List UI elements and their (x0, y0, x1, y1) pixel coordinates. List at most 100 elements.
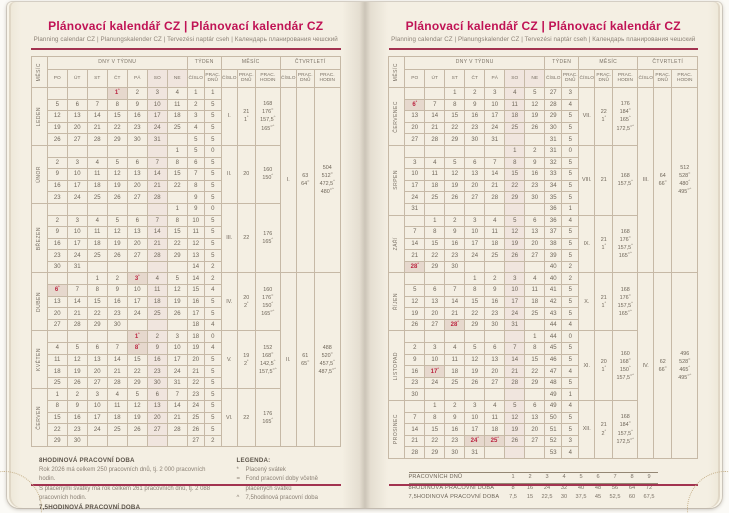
day-cell (106, 144, 128, 158)
day-cell: 17 (464, 423, 486, 436)
month-name-label: BŘEZEN (35, 226, 42, 250)
day-cell (166, 191, 188, 204)
day-cell: 31 (464, 446, 486, 459)
header-groups-row: MĚSÍC DNY V TÝDNU TÝDEN MĚSÍC ČTVRTLETÍ (388, 55, 699, 88)
day-column-header: ÚT (424, 68, 446, 88)
day-cell: 2 (404, 342, 426, 355)
month-workdays-cell: 21 (594, 144, 614, 216)
day-cell: 23 (464, 121, 486, 135)
week-number-cell: 4 (186, 121, 205, 135)
day-cell: 18 (524, 295, 546, 309)
day-cell: 18 (86, 179, 108, 193)
month-workdays-cell: 21 2* (594, 400, 614, 459)
day-cell: 19 (106, 179, 128, 193)
value-line: 176 (263, 231, 273, 238)
day-cell: 3 (146, 87, 168, 100)
month-name-label: ZÁŘÍ (393, 237, 400, 251)
week-workdays-cell: 5 (561, 353, 580, 367)
day-cell: 14 (504, 353, 526, 367)
day-cell: 7 (484, 156, 506, 170)
day-cell (444, 272, 466, 286)
week-workdays-cell: 5 (561, 376, 580, 390)
day-cell (524, 202, 546, 216)
day-cell: 2 (66, 388, 88, 401)
day-cell: 19 (504, 237, 526, 251)
day-cell: 12 (444, 168, 466, 181)
week-row: 20 21 22 23 24 25 26 30 5 (389, 121, 698, 135)
month-workhours-cell: 176 165^ (254, 388, 281, 448)
day-column-header: PO (404, 68, 426, 88)
value-line: 20 (600, 358, 607, 365)
week-workdays-cell: 4 (561, 214, 580, 228)
day-cell: 15 (444, 110, 466, 123)
day-cell: 26 (404, 318, 426, 332)
day-cell: 10 (504, 284, 526, 297)
quarter-workdays-header: PRAC. DNŮ (295, 68, 315, 88)
week-number-cell: 39 (544, 249, 563, 262)
day-cell: 5 (444, 156, 466, 170)
value-line: 2* (244, 301, 249, 309)
day-cell: 11 (484, 411, 506, 425)
day-cell (66, 144, 88, 158)
value-line: 152 (263, 344, 273, 351)
day-cell: 15 (524, 353, 546, 367)
month-number-cell: V. (220, 330, 238, 390)
week-workdays-cell: 5 (203, 249, 222, 262)
week-row: 4 5 6 7 8* 9 10 19 4 (31, 342, 340, 355)
day-cell: 24 (126, 307, 148, 320)
day-cell (86, 202, 108, 216)
day-cell: 10 (404, 168, 426, 181)
week-workdays-cell: 5 (561, 237, 580, 251)
week-workdays-cell: 5 (203, 237, 222, 251)
day-cell (444, 388, 466, 401)
day-column-header: NE (166, 68, 188, 88)
day-cell: 15 (504, 168, 526, 181)
day-cell: 11 (504, 98, 526, 112)
day-cell (504, 202, 526, 216)
day-cell: 16 (444, 423, 466, 436)
day-cell: 28* (404, 260, 426, 274)
month-name-label: PROSINEC (393, 414, 400, 445)
week-row: LEDEN 1* 2 3 4 1 1 I. 21 1* 168 176= 157,5^ 165=^ I. 63… (30, 86, 341, 274)
day-cell (484, 388, 506, 401)
day-cell (504, 330, 526, 344)
day-cell: 10 (126, 284, 148, 297)
value-line: 480=^ (320, 187, 334, 196)
week-number-cell: 49 (544, 388, 563, 401)
day-cell: 19 (504, 423, 526, 436)
day-cell: 16 (46, 179, 68, 193)
day-cell: 12 (166, 284, 188, 297)
day-cell: 18 (484, 237, 506, 251)
week-number-cell: 11 (186, 226, 205, 239)
day-cell: 21 (404, 434, 426, 448)
week-workdays-cell: 5 (203, 376, 222, 390)
week-number-cell: 52 (544, 434, 563, 448)
day-cell: 19 (404, 307, 426, 320)
day-cell (444, 144, 466, 158)
day-cell: 1* (126, 330, 148, 344)
day-cell: 5 (66, 342, 88, 355)
day-cell: 22 (166, 179, 188, 193)
day-cell: 6 (66, 98, 88, 112)
week-workdays-cell: 4 (561, 365, 580, 378)
day-cell: 30 (444, 446, 466, 459)
day-cell (86, 434, 108, 448)
week-number-cell: 40 (544, 260, 563, 274)
day-cell: 2 (524, 144, 546, 158)
day-cell: 15 (86, 295, 108, 309)
page-head-right: Plánovací kalendář CZ | Plánovací kalend… (365, 19, 723, 50)
day-column-header: ST (444, 68, 466, 88)
day-cell: 13 (484, 353, 506, 367)
month-name-label: ÚNOR (35, 166, 42, 183)
day-cell: 2 (106, 272, 128, 286)
week-number-cell: 18 (186, 330, 205, 344)
month-workhours-cell: 168 176= 157,5^ 165=^ (254, 86, 281, 146)
week-workdays-header: PRAC. DNŮ (203, 68, 222, 88)
value-line: 176= (619, 235, 631, 243)
week-row: 18 19 20 21 22 23 24 21 5 (31, 365, 340, 378)
week-row: LISTOPAD 1 44 0 XI. 20 1* 160 168= 150^ 157,5=^ (388, 330, 698, 402)
week-number-cell: 34 (544, 179, 563, 193)
day-cell: 23 (46, 249, 68, 262)
week-row: PROSINEC 1 2 3 4 5 6 49 4 XII. 21 2* 168 184= 157,5^ 17… (388, 400, 698, 459)
value-line: 2* (244, 359, 249, 367)
